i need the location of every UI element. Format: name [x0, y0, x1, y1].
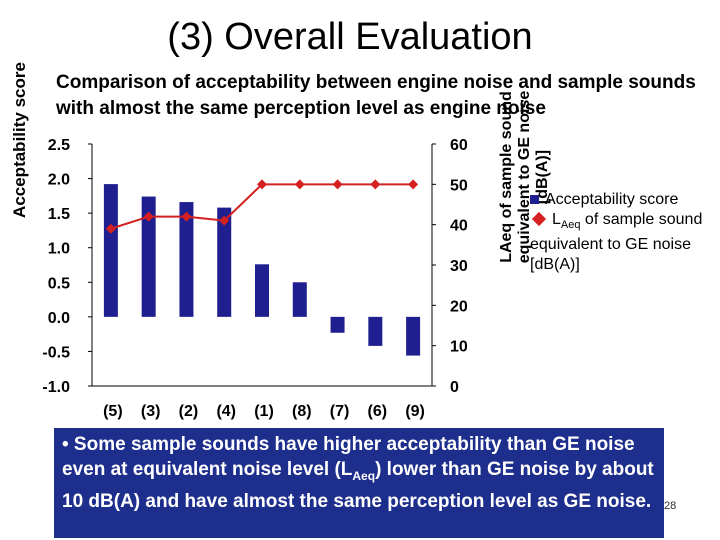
legend-line-suffix: of sample sound equivalent to GE noise […	[530, 211, 703, 274]
legend-line-sub: Aeq	[560, 219, 581, 232]
point-laeq	[370, 179, 381, 190]
slide-title: (3) Overall Evaluation	[167, 16, 533, 58]
y2-tick-label: 40	[450, 218, 468, 235]
legend-line-swatch	[531, 211, 547, 227]
y-tick-label: 0.0	[48, 310, 70, 327]
x-tick-label: (7)	[330, 403, 350, 420]
bar-acceptability	[368, 316, 383, 346]
bar-acceptability	[179, 202, 194, 317]
x-tick-label: (5)	[103, 403, 123, 420]
page-number: 28	[664, 500, 677, 512]
x-tick-label: (4)	[216, 403, 236, 420]
y2-tick-label: 30	[450, 258, 468, 275]
y2-tick-label: 10	[450, 339, 468, 356]
combo-chart: 2.5 2.0 1.5 1.0 0.5 0.0 -0.5 -1.0 60 50 40 30 20 10 0 (…	[42, 137, 468, 420]
bar-acceptability	[255, 264, 269, 317]
y-tick-label: 0.5	[48, 275, 70, 292]
bar-acceptability	[103, 184, 118, 317]
x-tick-label: (8)	[292, 403, 312, 420]
y-tick-label: -1.0	[42, 379, 70, 396]
legend-line-prefix: L	[552, 211, 561, 228]
y-tick-label: 1.0	[48, 241, 70, 258]
legend-bar-swatch	[530, 195, 539, 204]
y-tick-label: 2.5	[48, 137, 70, 154]
y-tick-label: -0.5	[42, 344, 70, 361]
x-tick-label: (1)	[254, 403, 274, 420]
y2-tick-label: 50	[450, 177, 468, 194]
point-laeq	[181, 211, 192, 222]
x-tick-label: (2)	[179, 403, 199, 420]
y-tick-label: 1.5	[48, 206, 70, 223]
y2-tick-label: 0	[450, 379, 459, 396]
legend-line-entry: LAeq of sample sound equivalent to GE no…	[530, 210, 720, 275]
point-laeq	[408, 179, 419, 190]
point-laeq	[105, 223, 116, 234]
note-sub: Aeq	[352, 468, 376, 483]
note-box: • Some sample sounds have higher accepta…	[54, 428, 664, 538]
point-laeq	[143, 211, 154, 222]
bar-acceptability	[330, 316, 345, 333]
point-laeq	[257, 179, 267, 190]
bar-acceptability	[141, 196, 156, 317]
legend: Acceptability score LAeq of sample sound…	[530, 190, 720, 275]
note-text-1: • Some sample sounds have higher accepta…	[62, 434, 635, 480]
bar-acceptability	[406, 316, 421, 356]
y2-tick-label: 20	[450, 298, 468, 315]
point-laeq	[219, 215, 230, 226]
bar-acceptability	[217, 207, 232, 317]
bar-acceptability	[292, 282, 307, 317]
y-tick-label: 2.0	[48, 172, 70, 189]
line-laeq	[110, 183, 414, 230]
x-tick-label: (3)	[141, 403, 161, 420]
point-laeq	[294, 179, 305, 190]
chart-subtitle: Comparison of acceptability between engi…	[56, 72, 696, 119]
note-text-2: ) lower than GE noise by about 10 dB(A) …	[62, 459, 654, 512]
x-tick-label: (9)	[405, 403, 425, 420]
y-axis-label-left: Acceptability score	[10, 62, 29, 218]
point-laeq	[332, 179, 343, 190]
legend-bar-entry: Acceptability score	[530, 190, 720, 210]
y2-tick-label: 60	[450, 137, 468, 154]
legend-bar-label: Acceptability score	[545, 191, 679, 208]
x-tick-label: (6)	[368, 403, 388, 420]
